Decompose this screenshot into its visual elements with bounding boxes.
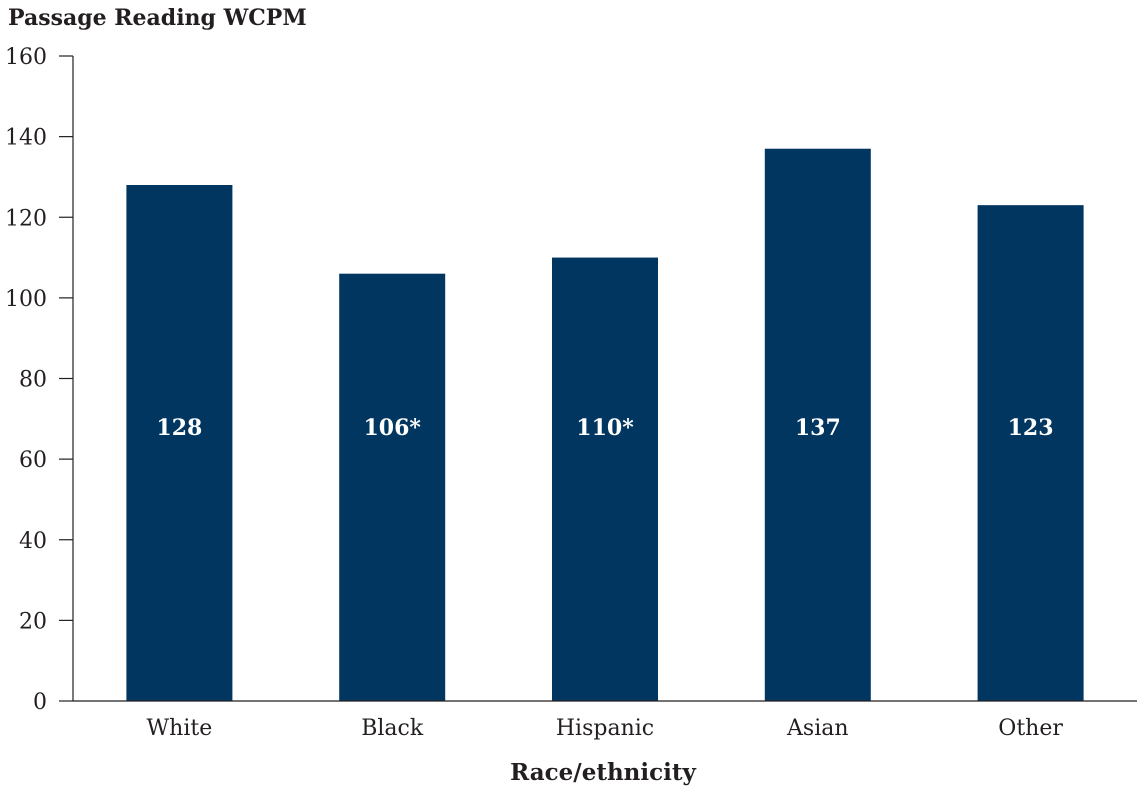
y-tick-label: 0: [33, 690, 47, 715]
x-tick-label-other: Other: [998, 716, 1063, 741]
y-tick-label: 60: [19, 448, 47, 473]
y-tick-label: 140: [5, 126, 47, 151]
x-tick-label-hispanic: Hispanic: [556, 716, 654, 741]
y-tick-label: 20: [19, 609, 47, 634]
bar-hispanic: [552, 257, 658, 701]
bar-black: [339, 273, 446, 701]
y-tick-label: 100: [5, 287, 47, 312]
value-label-asian: 137: [795, 415, 841, 441]
x-axis-title: Race/ethnicity: [510, 759, 696, 786]
y-axis-title: Passage Reading WCPM: [8, 5, 307, 31]
y-tick-label: 160: [5, 45, 47, 70]
bar-asian: [764, 148, 871, 701]
value-label-other: 123: [1008, 415, 1054, 441]
bar-white: [126, 185, 233, 701]
bar-other: [977, 205, 1084, 701]
x-tick-label-black: Black: [361, 716, 424, 741]
x-tick-label-asian: Asian: [786, 716, 849, 741]
y-tick-label: 40: [19, 529, 47, 554]
value-label-hispanic: 110*: [576, 415, 634, 441]
value-label-white: 128: [156, 415, 202, 441]
y-tick-label: 120: [5, 206, 47, 231]
value-labels: 128 106* 110* 137 123: [156, 415, 1053, 441]
y-axis: 0 20 40 60 80 100 120 140 160: [5, 45, 74, 715]
x-axis: White Black Hispanic Asian Other: [73, 700, 1137, 741]
y-tick-label: 80: [19, 368, 47, 393]
bars: [126, 148, 1084, 701]
x-tick-label-white: White: [147, 716, 213, 741]
value-label-black: 106*: [363, 415, 421, 441]
